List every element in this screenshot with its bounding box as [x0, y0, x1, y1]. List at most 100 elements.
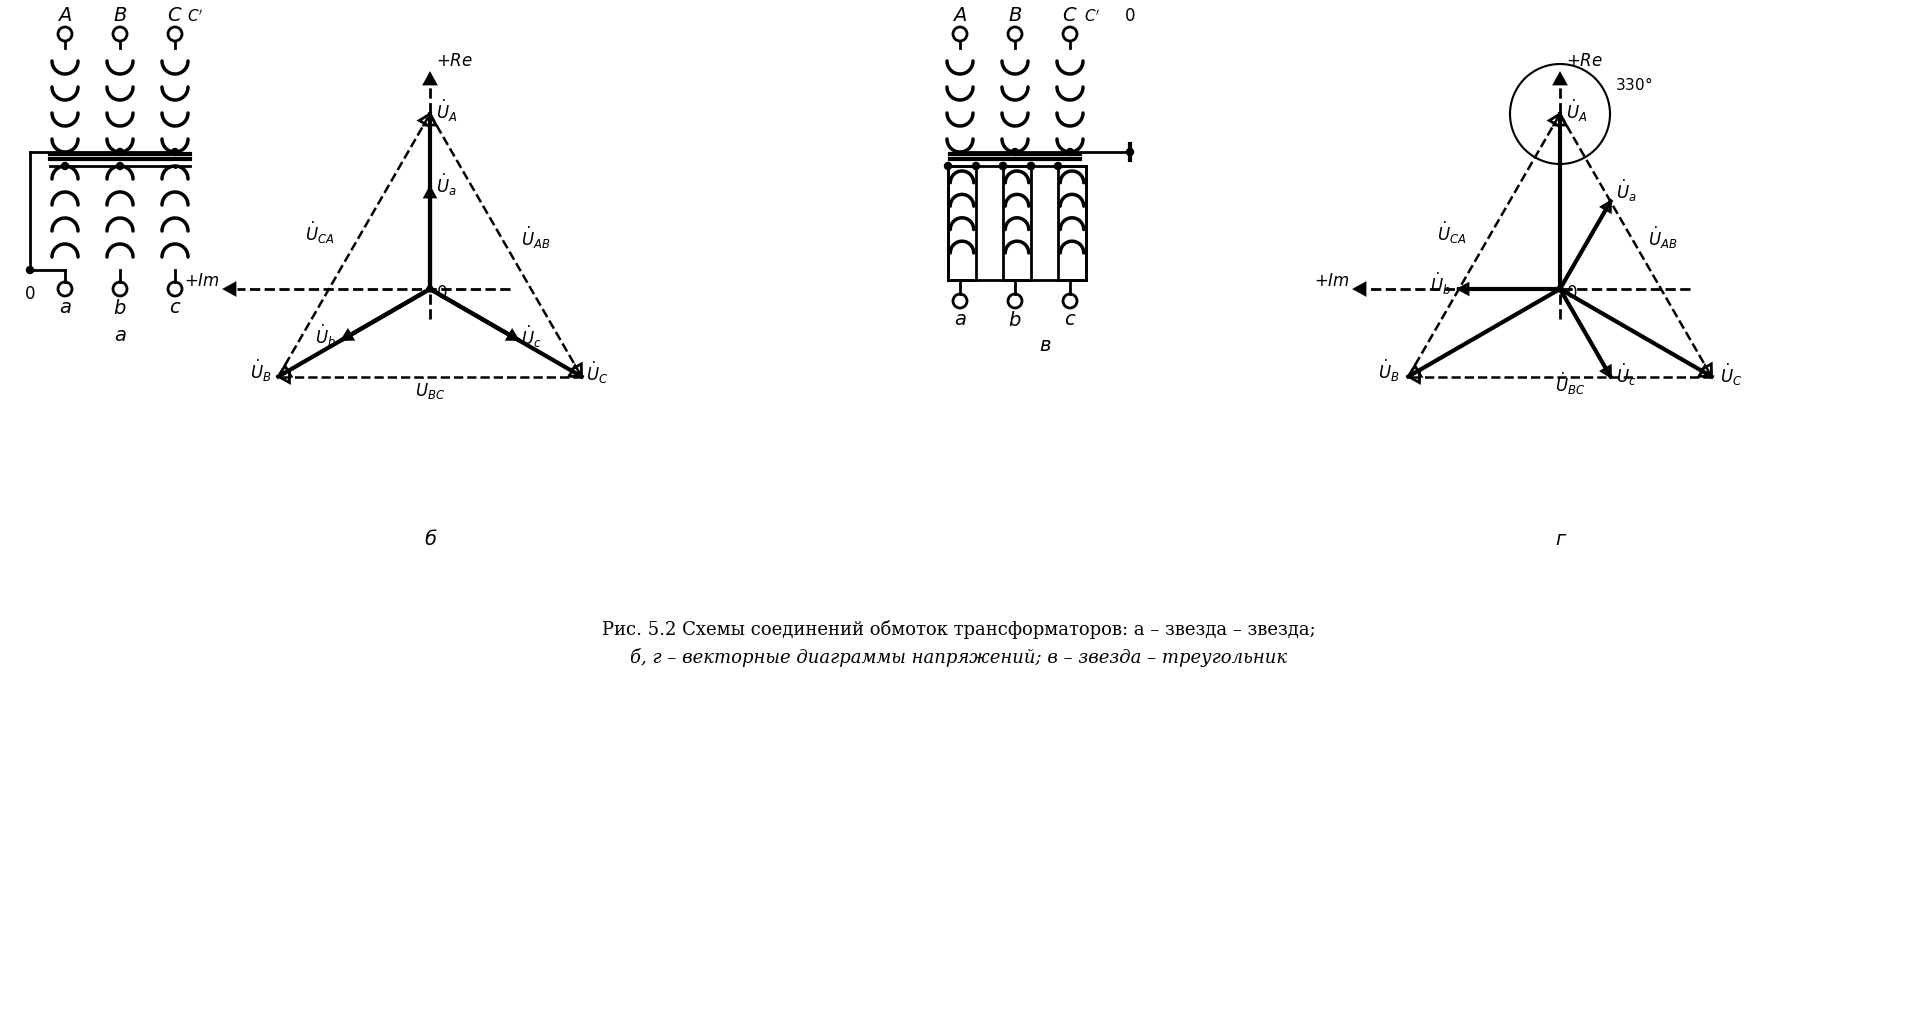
Text: $+Re$: $+Re$ — [1565, 52, 1603, 70]
Circle shape — [169, 28, 182, 42]
Circle shape — [999, 163, 1007, 170]
Circle shape — [1066, 150, 1074, 156]
Polygon shape — [947, 167, 976, 280]
Text: $0$: $0$ — [1124, 7, 1135, 25]
Circle shape — [58, 28, 73, 42]
Polygon shape — [1554, 75, 1565, 85]
Text: $a$: $a$ — [59, 299, 71, 317]
Circle shape — [27, 267, 33, 274]
Text: б, г – векторные диаграммы напряжений; в – звезда – треугольник: б, г – векторные диаграммы напряжений; в… — [631, 647, 1287, 666]
Circle shape — [117, 150, 123, 156]
Text: $C$: $C$ — [1063, 7, 1078, 25]
Text: $\dot{U}_{CA}$: $\dot{U}_{CA}$ — [1437, 220, 1465, 246]
Text: $\dot{U}_C$: $\dot{U}_C$ — [1720, 362, 1742, 388]
Polygon shape — [1699, 367, 1711, 377]
Polygon shape — [1460, 284, 1467, 294]
Circle shape — [113, 28, 127, 42]
Text: $0$: $0$ — [25, 284, 36, 303]
Text: а: а — [113, 326, 127, 344]
Polygon shape — [424, 75, 435, 85]
Text: Рис. 5.2 Схемы соединений обмоток трансформаторов: а – звезда – звезда;: Рис. 5.2 Схемы соединений обмоток трансф… — [602, 620, 1316, 638]
Circle shape — [1028, 163, 1034, 170]
Text: $\dot{U}_{AB}$: $\dot{U}_{AB}$ — [522, 225, 550, 251]
Text: $\dot{U}_c$: $\dot{U}_c$ — [1617, 362, 1638, 388]
Text: б: б — [424, 530, 435, 548]
Text: $C'$: $C'$ — [1084, 8, 1101, 25]
Text: $\dot{U}_A$: $\dot{U}_A$ — [1565, 98, 1588, 124]
Text: $\dot{U}_C$: $\dot{U}_C$ — [585, 360, 608, 386]
Polygon shape — [1408, 367, 1421, 377]
Circle shape — [1028, 163, 1034, 170]
Polygon shape — [420, 115, 430, 127]
Circle shape — [428, 286, 433, 292]
Text: в: в — [1040, 335, 1051, 355]
Polygon shape — [570, 367, 581, 377]
Polygon shape — [278, 367, 292, 377]
Circle shape — [1557, 286, 1563, 292]
Polygon shape — [1408, 371, 1419, 383]
Text: $+Im$: $+Im$ — [184, 272, 221, 289]
Polygon shape — [1602, 203, 1611, 213]
Polygon shape — [1602, 367, 1611, 377]
Text: г: г — [1555, 530, 1565, 548]
Polygon shape — [1701, 365, 1711, 377]
Text: $B$: $B$ — [113, 7, 127, 25]
Circle shape — [972, 163, 980, 170]
Text: $\dot{U}_a$: $\dot{U}_a$ — [435, 172, 456, 198]
Text: $\dot{U}_a$: $\dot{U}_a$ — [1617, 177, 1638, 204]
Circle shape — [171, 150, 178, 156]
Text: $b$: $b$ — [113, 299, 127, 318]
Polygon shape — [343, 331, 353, 340]
Text: $C$: $C$ — [167, 7, 182, 25]
Text: $a$: $a$ — [953, 311, 967, 329]
Text: $\dot{U}_{AB}$: $\dot{U}_{AB}$ — [1648, 225, 1678, 251]
Text: $A$: $A$ — [58, 7, 73, 25]
Text: $C'$: $C'$ — [186, 8, 203, 25]
Circle shape — [61, 163, 69, 170]
Circle shape — [1009, 28, 1022, 42]
Text: $c$: $c$ — [1064, 311, 1076, 329]
Text: $c$: $c$ — [169, 299, 180, 317]
Polygon shape — [426, 189, 435, 198]
Text: $B$: $B$ — [1007, 7, 1022, 25]
Polygon shape — [278, 371, 290, 383]
Circle shape — [1126, 150, 1134, 156]
Text: $\dot{U}_b$: $\dot{U}_b$ — [315, 323, 336, 350]
Circle shape — [117, 163, 123, 170]
Text: $\dot{U}_B$: $\dot{U}_B$ — [1379, 358, 1400, 384]
Circle shape — [1063, 294, 1078, 309]
Circle shape — [999, 163, 1007, 170]
Polygon shape — [224, 284, 236, 296]
Polygon shape — [424, 115, 435, 126]
Circle shape — [169, 282, 182, 297]
Circle shape — [1063, 28, 1078, 42]
Text: $\dot{U}_{BC}$: $\dot{U}_{BC}$ — [1555, 371, 1584, 397]
Circle shape — [1011, 150, 1018, 156]
Polygon shape — [1550, 115, 1559, 127]
Polygon shape — [1059, 167, 1086, 280]
Circle shape — [953, 28, 967, 42]
Text: $330°$: $330°$ — [1615, 76, 1653, 93]
Text: $A$: $A$ — [953, 7, 967, 25]
Text: $\dot{U}_{CA}$: $\dot{U}_{CA}$ — [305, 220, 334, 246]
Circle shape — [944, 163, 951, 170]
Circle shape — [953, 294, 967, 309]
Text: $0$: $0$ — [435, 283, 447, 302]
Text: $\dot{U}_b$: $\dot{U}_b$ — [1429, 271, 1452, 297]
Text: $b$: $b$ — [1009, 311, 1022, 330]
Text: $+Im$: $+Im$ — [1314, 272, 1350, 289]
Polygon shape — [1354, 284, 1366, 296]
Text: $0$: $0$ — [1565, 283, 1577, 302]
Text: $\dot{U}_{BC}$: $\dot{U}_{BC}$ — [414, 376, 445, 403]
Polygon shape — [1003, 167, 1032, 280]
Circle shape — [113, 282, 127, 297]
Text: $\dot{U}_B$: $\dot{U}_B$ — [251, 358, 272, 384]
Text: $\dot{U}_c$: $\dot{U}_c$ — [522, 323, 543, 350]
Polygon shape — [506, 331, 518, 340]
Text: $+Re$: $+Re$ — [435, 52, 474, 70]
Circle shape — [1055, 163, 1061, 170]
Circle shape — [1009, 294, 1022, 309]
Text: $\dot{U}_A$: $\dot{U}_A$ — [435, 98, 458, 124]
Circle shape — [58, 282, 73, 297]
Polygon shape — [572, 365, 581, 377]
